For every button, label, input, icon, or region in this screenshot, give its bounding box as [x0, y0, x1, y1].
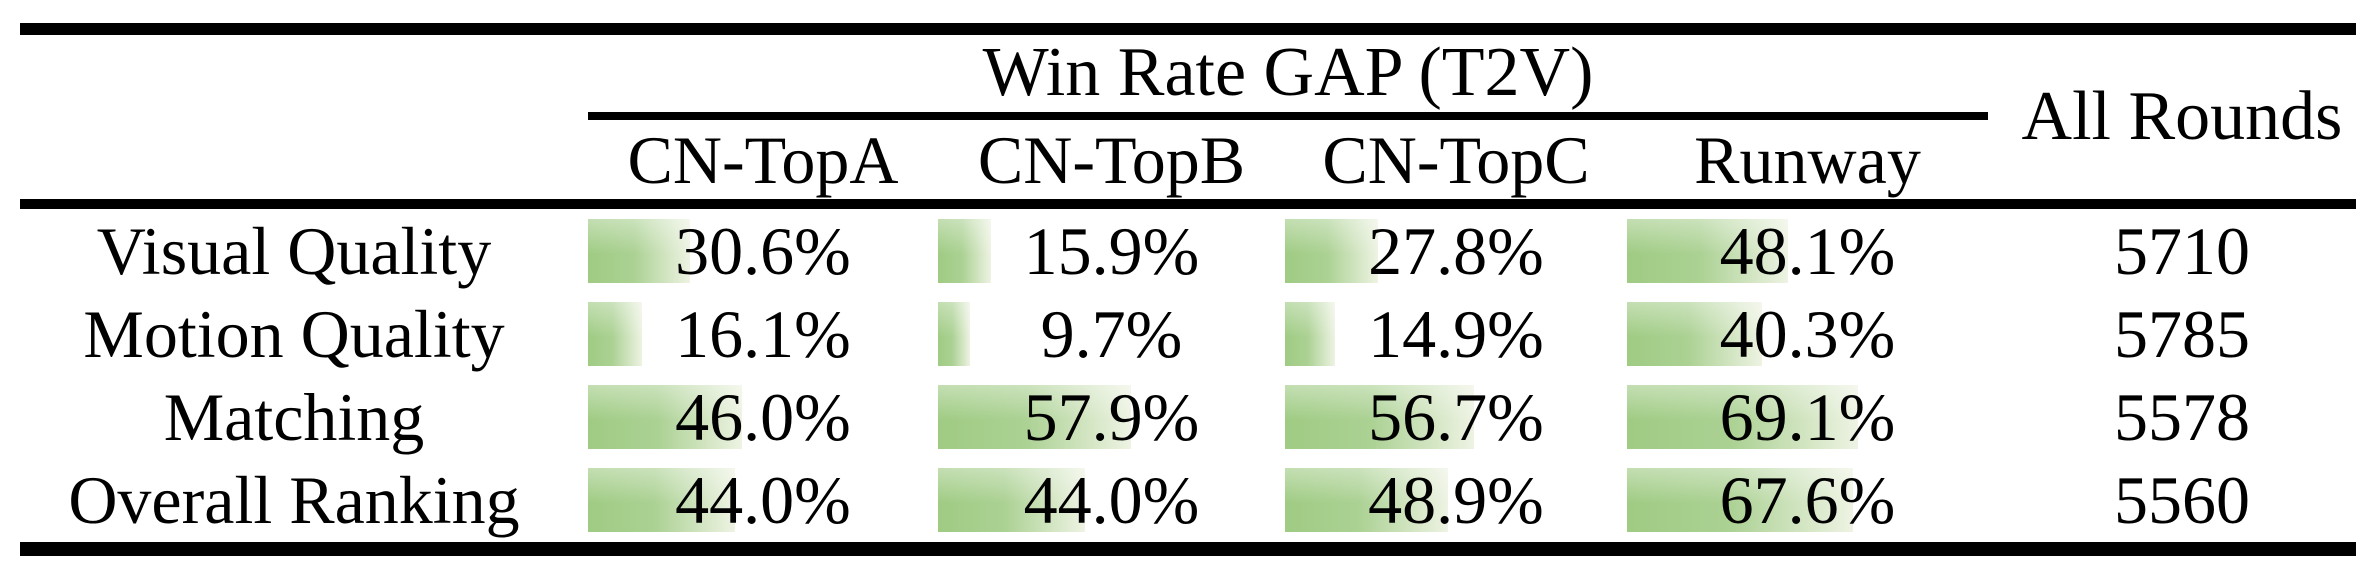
all-rounds-value: 5560 [2114, 462, 2250, 538]
all-rounds-value: 5785 [2114, 295, 2250, 372]
win-rate-cell: 48.9% [1285, 458, 1627, 542]
win-rate-value: 67.6% [1719, 462, 1896, 538]
table-title: Win Rate GAP (T2V) [982, 34, 1594, 111]
win-rate-value: 27.8% [1368, 212, 1544, 289]
win-rate-bar [938, 384, 1132, 449]
win-rate-cell: 27.8% [1285, 209, 1627, 292]
win-rate-value: 57.9% [1023, 378, 1200, 455]
all-rounds-header: All Rounds [2021, 78, 2343, 155]
win-rate-bar [938, 218, 992, 283]
header-rule [20, 199, 2356, 209]
win-rate-bar [938, 301, 971, 366]
column-header-cn-topa: CN-TopA [627, 121, 899, 198]
win-rate-value: 48.9% [1368, 462, 1544, 538]
win-rate-bar [1627, 384, 1858, 449]
win-rate-value: 40.3% [1719, 295, 1896, 372]
win-rate-cell: 44.0% [588, 458, 938, 542]
win-rate-bar [1627, 468, 1853, 532]
win-rate-cell: 44.0% [938, 458, 1285, 542]
win-rate-bar [1285, 384, 1475, 449]
win-rate-cell: 9.7% [938, 292, 1285, 375]
win-rate-cell: 14.9% [1285, 292, 1627, 375]
win-rate-value: 56.7% [1368, 378, 1544, 455]
win-rate-bar [1627, 301, 1762, 366]
win-rate-table: Win Rate GAP (T2V) All Rounds CN-TopA CN… [0, 23, 2376, 556]
win-rate-cell: 48.1% [1627, 209, 1988, 292]
win-rate-bar [588, 384, 742, 449]
win-rate-cell: 46.0% [588, 375, 938, 458]
column-header-cn-topc: CN-TopC [1322, 121, 1590, 198]
win-rate-cell: 56.7% [1285, 375, 1627, 458]
win-rate-cell: 16.1% [588, 292, 938, 375]
win-rate-bar [1627, 218, 1788, 283]
win-rate-value: 69.1% [1719, 378, 1896, 455]
win-rate-cell: 69.1% [1627, 375, 1988, 458]
row-label-matching: Matching [163, 378, 425, 455]
title-underline-rule [588, 112, 1988, 120]
row-label-overall-ranking: Overall Ranking [68, 462, 520, 538]
win-rate-cell: 57.9% [938, 375, 1285, 458]
win-rate-cell: 15.9% [938, 209, 1285, 292]
win-rate-value: 14.9% [1368, 295, 1544, 372]
column-header-cn-topb: CN-TopB [977, 121, 1246, 198]
win-rate-bar [588, 468, 735, 532]
win-rate-bar [1285, 301, 1335, 366]
win-rate-cell: 40.3% [1627, 292, 1988, 375]
row-label-visual-quality: Visual Quality [96, 212, 492, 289]
win-rate-bar [938, 468, 1085, 532]
win-rate-value: 16.1% [675, 295, 851, 372]
all-rounds-value: 5578 [2114, 378, 2250, 455]
win-rate-value: 9.7% [1040, 295, 1183, 372]
win-rate-value: 15.9% [1023, 212, 1200, 289]
win-rate-bar [1285, 468, 1449, 532]
all-rounds-value: 5710 [2114, 212, 2250, 289]
win-rate-value: 44.0% [675, 462, 851, 538]
win-rate-cell: 30.6% [588, 209, 938, 292]
win-rate-bar [588, 218, 691, 283]
win-rate-value: 48.1% [1719, 212, 1896, 289]
win-rate-cell: 67.6% [1627, 458, 1988, 542]
bottom-rule [20, 542, 2356, 556]
win-rate-bar [588, 301, 642, 366]
win-rate-bar [1285, 218, 1378, 283]
win-rate-value: 46.0% [675, 378, 851, 455]
row-label-motion-quality: Motion Quality [83, 295, 505, 372]
win-rate-value: 44.0% [1023, 462, 1200, 538]
win-rate-value: 30.6% [675, 212, 851, 289]
column-header-runway: Runway [1694, 121, 1921, 198]
top-rule [20, 23, 2356, 35]
